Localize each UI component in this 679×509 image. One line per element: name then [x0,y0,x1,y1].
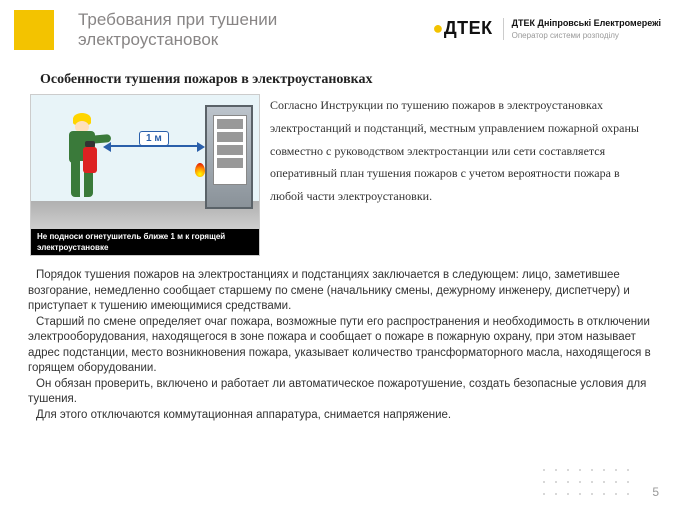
intro-paragraph: Согласно Инструкции по тушению пожаров в… [270,94,655,208]
title-line1: Требования при тушении [78,10,277,29]
panel-interior [213,115,247,185]
logo-company: ДТЕК Дніпровські Електромережі [512,18,661,29]
safety-illustration: 1 м Не подноси огнетушитель ближе 1 м к … [30,94,260,256]
logo-subtext: ДТЕК Дніпровські Електромережі Оператор … [503,18,661,40]
page-title: Требования при тушении электроустановок [78,10,358,51]
electrical-panel-icon [205,105,253,209]
decorative-dots [543,469,635,501]
distance-label: 1 м [139,131,169,146]
body-p1: Порядок тушения пожаров на электростанци… [28,268,655,315]
logo-tagline: Оператор системи розподілу [512,31,661,41]
extinguisher-icon [83,147,97,173]
body-text: Порядок тушения пожаров на электростанци… [28,268,655,423]
logo: ●ДТЕК ДТЕК Дніпровські Електромережі Опе… [432,18,661,40]
logo-text: ДТЕК [444,18,493,38]
page-number: 5 [652,485,659,499]
section-heading: Особенности тушения пожаров в электроуст… [40,72,372,88]
accent-square [14,10,54,50]
title-line2: электроустановок [78,30,218,49]
flame-icon [195,163,205,177]
logo-wordmark: ●ДТЕК [432,18,492,39]
body-p3: Он обязан проверить, включено и работает… [28,377,655,408]
body-p2: Старший по смене определяет очаг пожара,… [28,315,655,377]
illustration-caption: Не подноси огнетушитель ближе 1 м к горя… [37,232,253,253]
body-p4: Для этого отключаются коммутационная апп… [28,408,655,424]
